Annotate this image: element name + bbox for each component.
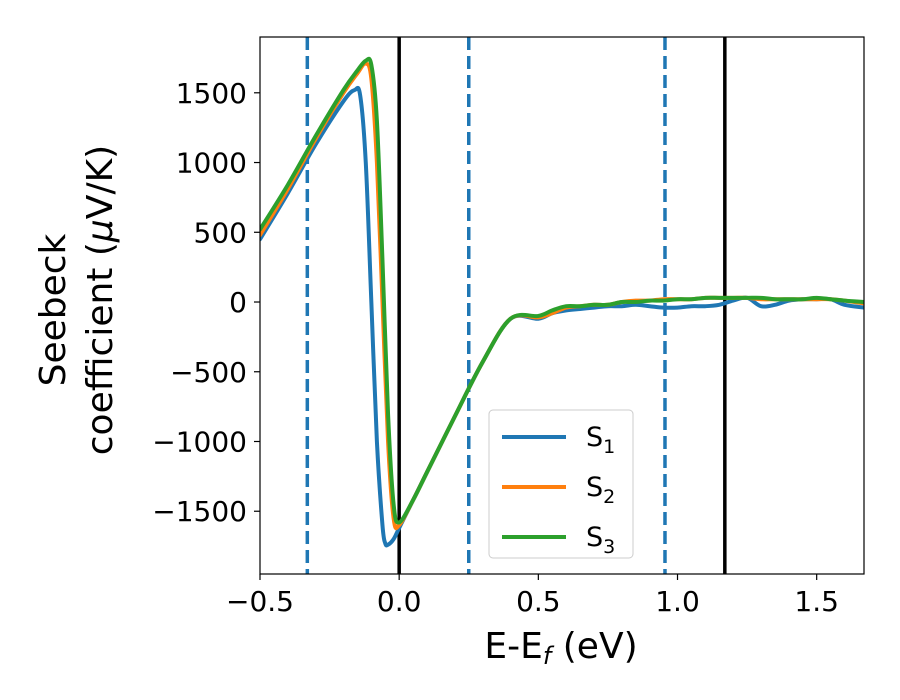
y-tick-label: −1500	[152, 495, 247, 528]
y-tick-label: 0	[229, 286, 247, 319]
y-tick-label: 1000	[176, 147, 247, 180]
series-lines	[260, 56, 864, 548]
plot-frame	[259, 36, 865, 575]
x-axis-label: E-Ef (eV)	[484, 626, 637, 670]
legend-label-s1: S1	[586, 422, 615, 458]
x-tick-label: 0.0	[377, 585, 422, 618]
x-tick-label: −0.5	[226, 585, 294, 618]
x-tick-label: 0.5	[516, 585, 561, 618]
x-axis-ticks: −0.5 0.0 0.5 1.0 1.5	[226, 574, 839, 618]
legend-box	[488, 409, 634, 559]
series-line-s3	[260, 56, 864, 525]
y-axis-ticks: 1500 1000 500 0 −500 −1000 −1500	[152, 77, 260, 528]
y-tick-label: −1000	[152, 425, 247, 458]
vertical-lines	[305, 37, 727, 574]
y-axis-label-line2: coefficient (μV/K)	[80, 145, 121, 455]
y-tick-label: 500	[194, 216, 247, 249]
y-axis-label-line1: Seebeck	[33, 233, 74, 386]
x-tick-label: 1.0	[655, 585, 700, 618]
legend-label-s2: S2	[586, 472, 615, 508]
legend-label-s3: S3	[586, 522, 615, 558]
y-tick-label: 1500	[176, 77, 247, 110]
y-tick-label: −500	[170, 356, 247, 389]
legend: S1 S2 S3	[488, 409, 634, 559]
x-tick-label: 1.5	[794, 585, 839, 618]
